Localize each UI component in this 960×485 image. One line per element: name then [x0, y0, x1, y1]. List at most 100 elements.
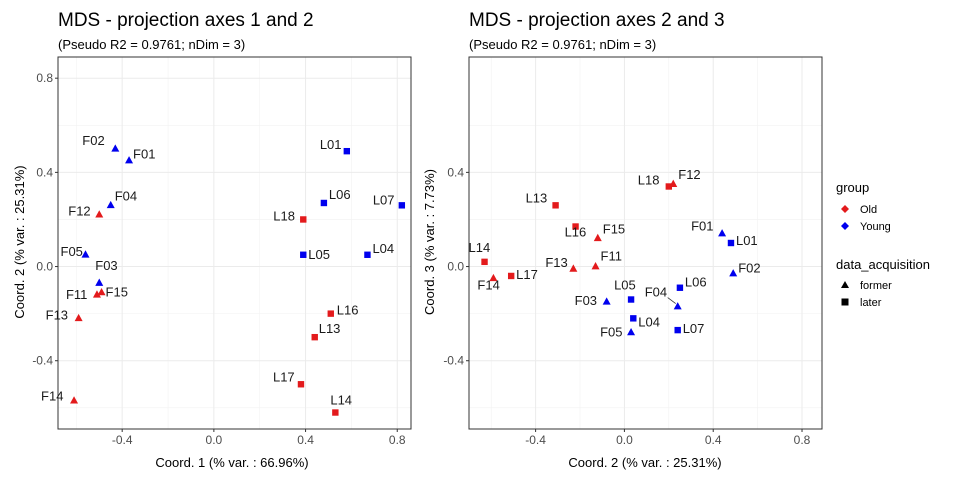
- point-label-l13: L13: [526, 190, 548, 205]
- x-tick-label: -0.4: [525, 433, 546, 447]
- point-label-l04: L04: [372, 241, 394, 256]
- point-f14: [489, 273, 498, 282]
- point-l01: [727, 239, 735, 247]
- point-label-l07: L07: [683, 321, 705, 336]
- y-tick-label: -0.4: [32, 354, 53, 368]
- point-l16: [327, 310, 334, 317]
- plot-background: [469, 57, 822, 429]
- x-tick-label: 0.4: [705, 433, 722, 447]
- panel1-subtitle: (Pseudo R2 = 0.9761; nDim = 3): [58, 37, 245, 52]
- point-label-l14: L14: [330, 393, 352, 408]
- y-tick-label: -0.4: [443, 354, 464, 368]
- legend-item-old: Old: [841, 204, 877, 216]
- point-f15: [593, 233, 602, 242]
- point-l18: [665, 183, 673, 190]
- point-l06: [320, 199, 328, 207]
- point-f12: [95, 210, 104, 218]
- point-label-l05: L05: [614, 278, 636, 293]
- point-label-l16: L16: [565, 225, 587, 240]
- legend-item-former: former: [841, 280, 892, 292]
- legend-later-label: later: [860, 297, 882, 309]
- point-l14: [332, 409, 339, 416]
- point-label-l18: L18: [638, 172, 660, 187]
- point-label-f15: F15: [603, 221, 625, 236]
- legend-acquisition-title: data_acquisition: [836, 257, 930, 272]
- point-label-l01: L01: [736, 233, 758, 248]
- point-l05: [627, 296, 635, 303]
- point-l01: [343, 147, 351, 155]
- x-tick-label: -0.4: [112, 433, 133, 447]
- panel1-plot: -0.4 0.0 0.4 0.8 -0.4 0.0 0.4 0.8 F02 F01 F04 F12 F0…: [32, 56, 412, 447]
- legend-old-diamond-icon: [841, 205, 849, 213]
- point-l17: [297, 381, 305, 388]
- panel2-x-axis-label: Coord. 2 (% var. : 25.31%): [568, 455, 721, 470]
- point-label-f02: F02: [738, 261, 760, 276]
- point-label-f14: F14: [477, 277, 499, 292]
- point-label-f11: F11: [66, 287, 87, 302]
- point-label-f12: F12: [68, 204, 90, 219]
- point-f03: [602, 297, 611, 305]
- point-label-f05: F05: [61, 244, 83, 259]
- point-f13: [74, 313, 83, 322]
- point-label-l17: L17: [516, 267, 538, 282]
- point-l07: [674, 326, 681, 334]
- legend-group-title: group: [836, 180, 869, 195]
- x-tick-label: 0.0: [206, 433, 223, 447]
- point-l07: [398, 202, 406, 209]
- legend-old-label: Old: [860, 204, 877, 216]
- plot-background: [58, 57, 411, 429]
- point-l18: [300, 216, 307, 223]
- point-f11: [591, 262, 600, 270]
- point-label-l17: L17: [273, 369, 295, 384]
- x-tick-label: 0.8: [794, 433, 811, 447]
- point-label-f05: F05: [600, 324, 622, 339]
- point-label-l05: L05: [308, 247, 330, 262]
- legend-triangle-icon: [841, 281, 849, 288]
- legend: group Old Young data_acquisition former …: [836, 180, 930, 309]
- plot-border: [468, 56, 823, 430]
- label-connector: [667, 297, 676, 304]
- point-f01: [718, 229, 727, 237]
- legend-former-label: former: [860, 280, 892, 292]
- legend-young-diamond-icon: [841, 222, 849, 230]
- point-f05: [627, 327, 636, 336]
- point-label-l16: L16: [337, 303, 359, 318]
- point-l16: [572, 223, 579, 230]
- point-label-f03: F03: [575, 293, 597, 308]
- point-l06: [676, 284, 684, 291]
- panel2-subtitle: (Pseudo R2 = 0.9761; nDim = 3): [469, 37, 656, 52]
- point-label-f04: F04: [645, 285, 667, 300]
- point-f15: [97, 287, 106, 296]
- point-l17: [507, 272, 515, 280]
- point-label-l06: L06: [329, 187, 351, 202]
- point-f14: [70, 396, 79, 404]
- point-f02: [729, 269, 738, 277]
- plot-border: [57, 56, 412, 430]
- point-f03: [95, 278, 104, 286]
- point-label-f02: F02: [82, 133, 104, 148]
- legend-item-later: later: [841, 297, 882, 309]
- point-label-f14: F14: [41, 389, 63, 404]
- point-f05: [81, 250, 90, 258]
- point-label-l07: L07: [373, 192, 395, 207]
- y-tick-label: 0.4: [447, 165, 464, 179]
- panel1-x-axis-label: Coord. 1 (% var. : 66.96%): [155, 455, 308, 470]
- point-l04: [364, 251, 371, 258]
- x-tick-label: 0.8: [389, 433, 406, 447]
- point-label-l01: L01: [320, 137, 342, 152]
- point-f04: [673, 302, 682, 310]
- panel2-y-axis-label: Coord. 3 (% var. : 7.73%): [422, 169, 437, 315]
- legend-young-label: Young: [860, 221, 891, 233]
- y-tick-label: 0.0: [447, 260, 464, 274]
- panel1-title: MDS - projection axes 1 and 2: [58, 10, 314, 31]
- point-f02: [111, 144, 120, 152]
- panel1-y-axis-label: Coord. 2 (% var. : 25.31%): [12, 165, 27, 318]
- x-tick-label: 0.4: [297, 433, 314, 447]
- point-l05: [300, 251, 307, 258]
- point-f04: [106, 200, 115, 209]
- point-label-f01: F01: [691, 219, 713, 234]
- panel2-title: MDS - projection axes 2 and 3: [469, 10, 725, 31]
- point-label-f13: F13: [545, 255, 567, 270]
